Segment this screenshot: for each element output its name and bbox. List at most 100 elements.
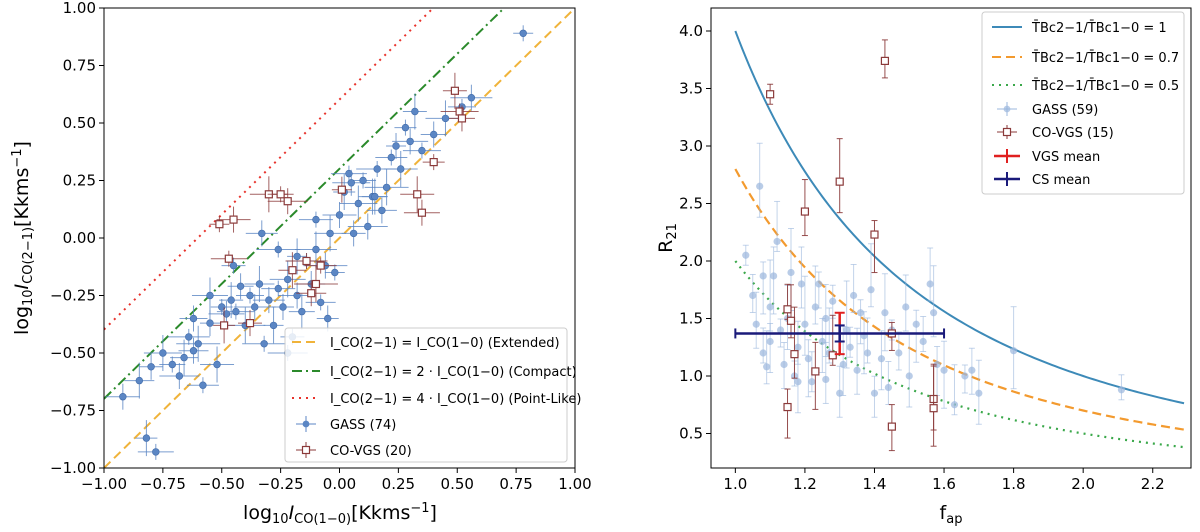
- data-point: [142, 434, 151, 442]
- data-point: [215, 220, 224, 229]
- data-point: [905, 372, 913, 380]
- legend-marker: [1003, 105, 1011, 113]
- data-point: [274, 284, 282, 293]
- data-point: [229, 215, 238, 224]
- data-point: [856, 309, 865, 317]
- data-point: [839, 360, 847, 369]
- data-point: [884, 383, 892, 392]
- left-y-tick-label: 0.25: [63, 172, 96, 190]
- legend-mean-label: VGS mean: [1032, 150, 1100, 165]
- data-point: [1010, 347, 1018, 355]
- data-point: [218, 303, 226, 311]
- data-point: [152, 448, 160, 456]
- right-curves: [734, 30, 1185, 449]
- left-y-tick-label: −1.00: [50, 459, 96, 477]
- right-x-tick-label: 1.6: [932, 475, 956, 493]
- data-point: [822, 375, 830, 384]
- right-y-tick-label: 0.5: [679, 425, 703, 443]
- left-y-tick-label: −0.50: [50, 344, 96, 362]
- data-point: [822, 314, 830, 323]
- data-point: [766, 337, 774, 346]
- data-point: [880, 56, 890, 66]
- data-point: [311, 279, 321, 289]
- right-legend-frame: [981, 11, 1185, 195]
- right-y-tick-label: 2.0: [679, 252, 703, 270]
- right-y-tick-label: 3.0: [679, 137, 703, 155]
- data-point: [387, 153, 396, 162]
- data-point: [877, 355, 886, 363]
- data-point: [246, 291, 254, 300]
- data-point: [229, 261, 238, 270]
- data-point: [457, 114, 467, 123]
- data-point: [759, 349, 767, 357]
- right-legend: T̄Bc2−1/T̄Bc1−0 = 1 T̄Bc2−1/T̄Bc1−0 = 0.7…: [981, 11, 1185, 195]
- data-point: [293, 252, 301, 261]
- data-point: [766, 303, 774, 311]
- left-x-tick-label: −0.25: [258, 475, 304, 493]
- legend-curve-label: T̄Bc2−1/T̄Bc1−0 = 0.5: [1031, 79, 1179, 94]
- data-point: [180, 353, 188, 362]
- data-point: [194, 340, 202, 348]
- data-point: [429, 158, 438, 167]
- data-point: [759, 272, 767, 280]
- data-point: [283, 197, 292, 206]
- right-x-tick-label: 1.2: [793, 475, 817, 493]
- left-x-tick-label: −1.00: [81, 475, 127, 493]
- legend-curve-label: T̄Bc2−1/T̄Bc1−0 = 0.7: [1031, 51, 1179, 66]
- data-point: [147, 363, 155, 371]
- data-point: [397, 165, 405, 173]
- left-y-tick-label: −0.75: [50, 402, 96, 420]
- right-x-tick-label: 2.0: [1071, 475, 1095, 493]
- data-point: [783, 305, 792, 314]
- data-point: [863, 349, 872, 357]
- left-panel: −1.00 −0.75 −0.50 −0.25 0.00 0.25 0.50 0.75 1.00…: [10, 0, 592, 527]
- right-x-tick-label: 1.4: [863, 475, 887, 493]
- data-point: [189, 314, 198, 323]
- data-point: [756, 182, 764, 190]
- right-plot-frame: [710, 7, 1192, 469]
- legend-series-label: CO-VGS (20): [330, 444, 412, 459]
- right-y-tick-label: 2.5: [679, 195, 703, 213]
- left-y-tick-label: 0.75: [63, 57, 96, 75]
- data-point: [175, 372, 184, 380]
- data-point: [135, 376, 144, 385]
- data-point: [467, 93, 476, 102]
- legend-marker: [1002, 127, 1012, 137]
- left-data-points: [105, 25, 534, 460]
- legend-curve-label: T̄Bc2−1/T̄Bc1−0 = 1: [1031, 21, 1167, 36]
- data-point: [302, 256, 311, 266]
- data-point: [846, 343, 854, 351]
- data-point: [251, 303, 259, 311]
- right-panel: 1.0 1.2 1.4 1.6 1.8 2.0 2.2 0.5 1.0 1.5 2.0 2.5 3.0…: [655, 7, 1192, 527]
- left-reference-lines: [104, 8, 575, 468]
- data-point: [829, 297, 837, 305]
- data-point: [345, 169, 353, 178]
- data-point: [392, 142, 400, 150]
- data-point: [926, 280, 934, 288]
- data-point: [902, 303, 910, 311]
- data-point: [373, 165, 381, 173]
- data-point: [347, 179, 355, 187]
- data-point: [222, 310, 231, 318]
- legend-line-label: I_CO(2−1) = 4 · I_CO(1−0) (Point-Like): [330, 392, 581, 407]
- data-point: [213, 360, 221, 369]
- left-y-ticks: −1.00 −0.75 −0.50 −0.25 0.00 0.25 0.50 0.75 1.00: [50, 0, 104, 477]
- data-point: [811, 303, 819, 311]
- data-point: [227, 296, 235, 304]
- left-y-tick-label: 1.00: [63, 0, 96, 17]
- data-point: [430, 130, 438, 139]
- data-point: [189, 347, 198, 355]
- data-point: [371, 192, 379, 201]
- data-point: [411, 107, 419, 116]
- left-x-tick-label: −0.75: [140, 475, 186, 493]
- data-point: [930, 309, 938, 317]
- data-point: [968, 366, 976, 374]
- left-y-tick-label: 0.00: [63, 229, 96, 247]
- left-x-axis-label: log10ICO(1−0)[Kkms−1]: [243, 501, 437, 527]
- data-point: [206, 319, 214, 327]
- data-point: [1117, 386, 1126, 394]
- right-y-tick-label: 1.5: [679, 310, 703, 328]
- data-point: [258, 229, 266, 238]
- data-point: [349, 229, 358, 238]
